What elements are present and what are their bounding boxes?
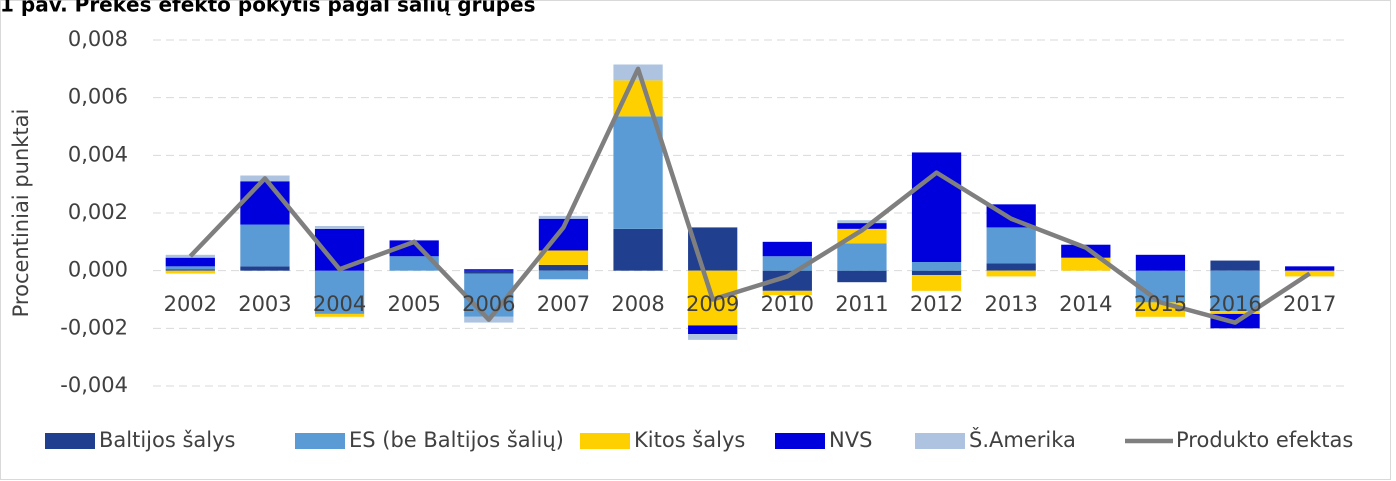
chart-title: 1 pav. Prekės efekto pokytis pagal šalių… [0,0,536,17]
legend-label: Š.Amerika [969,427,1076,452]
bar-segment [538,264,589,271]
legend-swatch [580,433,630,449]
bar-segment [613,116,663,229]
bar-segment [986,227,1036,264]
y-tick-label: -0,002 [60,315,128,339]
bar-segment [1210,270,1260,312]
x-tick-label: 2015 [1134,292,1187,316]
legend-label: Baltijos šalys [99,428,236,452]
legend-label: Produkto efektas [1176,428,1353,452]
bar-segment [986,263,1036,271]
bar-segment [464,269,514,271]
x-tick-label: 2010 [761,292,814,316]
bar-segment [911,274,962,291]
x-tick-label: 2017 [1283,292,1336,316]
y-tick-label: -0,004 [60,373,128,397]
bar-segment [837,270,887,283]
legend-label: NVS [829,428,872,452]
bar-segment [240,224,290,267]
legend-swatch [45,433,95,449]
bar-segment [762,241,812,257]
bar-segment [165,257,215,267]
x-tick-label: 2005 [387,292,440,316]
line-series [188,66,1311,325]
bar-segment [464,273,514,317]
bar-segment [538,215,589,219]
x-tick-label: 2008 [611,292,664,316]
bar-segment [837,220,887,224]
bar-segment [688,325,738,335]
bar-segment [538,270,589,280]
bar-segment [240,266,290,271]
bar-segment [1210,311,1260,314]
bar-segment [911,262,962,271]
bar-segment [165,269,215,271]
bar-segment [1135,270,1186,303]
x-tick-label: 2004 [313,292,366,316]
bar-segment [986,270,1036,277]
bar-segment [1061,257,1111,271]
x-tick-label: 2009 [686,292,739,316]
bar-segment [538,250,589,265]
y-tick-label: 0,002 [68,200,128,224]
bar-segment [165,266,215,270]
bar-segment [165,254,215,258]
bar-segment [464,270,514,274]
bar-segment [1135,254,1186,271]
legend-label: ES (be Baltijos šalių) [349,428,564,452]
bar-segment [314,225,365,229]
x-tick-label: 2006 [462,292,515,316]
bar-segment [1210,260,1260,271]
legend-swatch [295,433,345,449]
bar-segment [613,80,663,117]
legend-swatch [775,433,825,449]
bar-segment [314,270,365,314]
bar-segment [1285,266,1335,271]
legend-label: Kitos šalys [634,428,745,452]
y-tick-label: 0,000 [68,258,128,282]
x-tick-label: 2014 [1059,292,1112,316]
bar-segment [762,270,812,291]
bar-segment [762,290,812,296]
x-tick-label: 2012 [910,292,963,316]
y-axis-label: Procentiniai punktai [9,109,33,318]
x-tick-label: 2007 [537,292,590,316]
x-tick-label: 2002 [164,292,217,316]
x-tick-label: 2003 [238,292,291,316]
bar-segment [240,181,290,225]
bar-segment [837,223,887,229]
x-tick-label: 2013 [984,292,1037,316]
bar-segment [837,243,887,271]
bar-segment [613,228,663,271]
y-tick-label: 0,006 [68,85,128,109]
bar-segment [911,270,962,275]
bar-segment [688,334,738,340]
bar-segment [389,256,439,271]
y-tick-label: 0,004 [68,142,128,166]
x-tick-label: 2016 [1208,292,1261,316]
bar-segment [911,152,962,263]
legend-swatch [915,433,965,449]
x-tick-label: 2011 [835,292,888,316]
bar-segment [165,270,215,274]
y-tick-label: 0,008 [68,27,128,51]
bar-segment [314,313,365,317]
